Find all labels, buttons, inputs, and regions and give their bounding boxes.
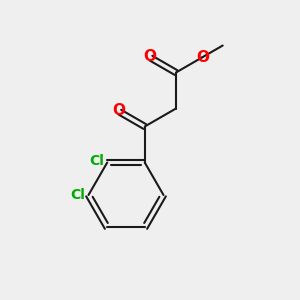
Text: O: O	[112, 103, 125, 118]
Text: O: O	[196, 50, 209, 65]
Text: Cl: Cl	[89, 154, 104, 168]
Text: O: O	[143, 49, 156, 64]
Text: Cl: Cl	[70, 188, 85, 202]
